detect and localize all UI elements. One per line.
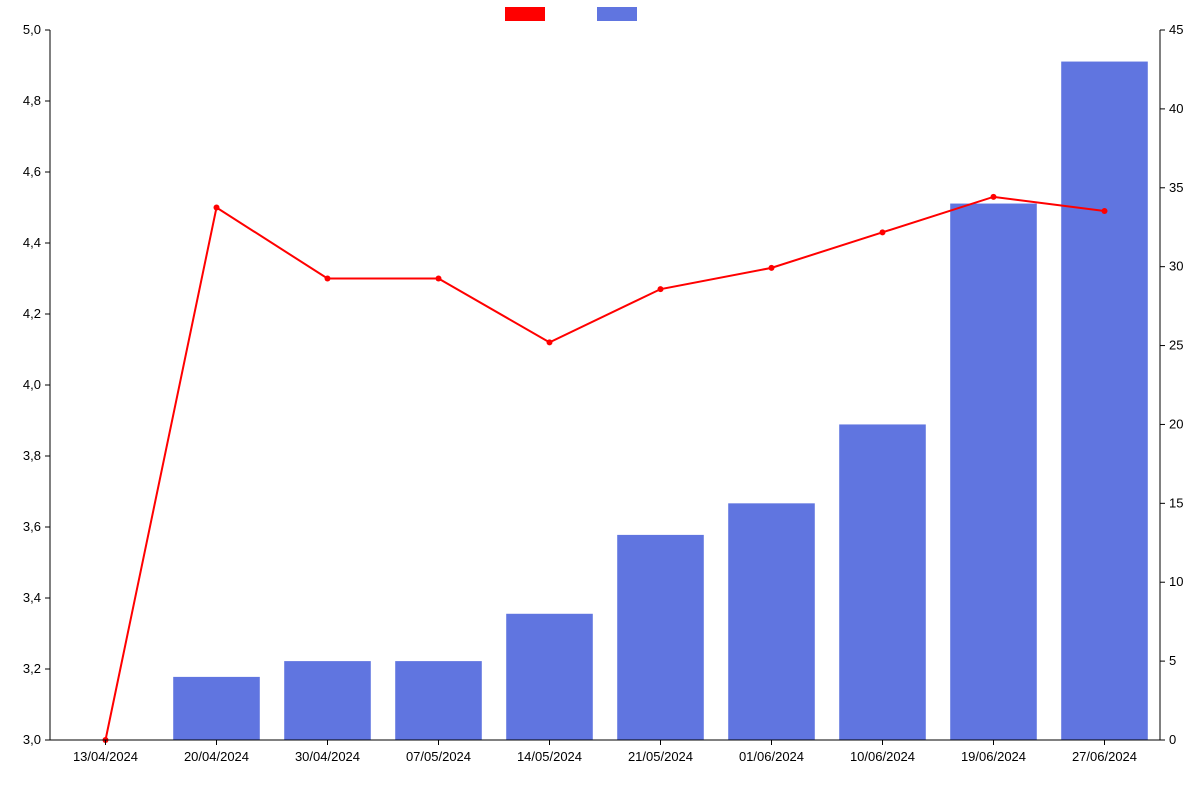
legend-swatch-line	[505, 7, 545, 21]
x-tick-label: 30/04/2024	[295, 749, 360, 764]
bar	[728, 503, 815, 740]
chart-svg: 3,0 3,2 3,4 3,6 3,8 4,0 4,2 4,4 4,6 4,8 5,0 0 5 10 15 2…	[0, 0, 1200, 800]
line-marker	[769, 265, 775, 271]
y-right-tick-label: 45	[1169, 22, 1183, 37]
y-left-tick-label: 4,2	[23, 306, 41, 321]
line-marker	[1102, 208, 1108, 214]
y-right-tick-label: 35	[1169, 180, 1183, 195]
y-left-tick-label: 4,0	[23, 377, 41, 392]
x-tick-label: 01/06/2024	[739, 749, 804, 764]
y-left-tick-label: 4,4	[23, 235, 41, 250]
y-right-tick-label: 0	[1169, 732, 1176, 747]
bar	[173, 677, 260, 740]
bar	[506, 614, 593, 740]
x-tick-label: 10/06/2024	[850, 749, 915, 764]
x-tick-label: 07/05/2024	[406, 749, 471, 764]
y-right-tick-label: 15	[1169, 495, 1183, 510]
y-right-tick-label: 20	[1169, 416, 1183, 431]
line-marker	[436, 276, 442, 282]
bar	[950, 204, 1037, 740]
y-right-tick-label: 25	[1169, 338, 1183, 353]
line-marker	[658, 286, 664, 292]
y-left-tick-label: 3,4	[23, 590, 41, 605]
x-tick-label: 21/05/2024	[628, 749, 693, 764]
x-tick-label: 20/04/2024	[184, 749, 249, 764]
y-left-tick-label: 4,6	[23, 164, 41, 179]
y-right-tick-label: 40	[1169, 101, 1183, 116]
line-marker	[880, 229, 886, 235]
y-left-tick-label: 3,6	[23, 519, 41, 534]
bar	[1061, 62, 1148, 740]
line-marker	[325, 276, 331, 282]
legend-swatch-bar	[597, 7, 637, 21]
y-left-tick-label: 3,0	[23, 732, 41, 747]
y-right-tick-label: 5	[1169, 653, 1176, 668]
y-right-tick-label: 30	[1169, 259, 1183, 274]
line-marker	[214, 205, 220, 211]
x-tick-label: 14/05/2024	[517, 749, 582, 764]
x-tick-label: 13/04/2024	[73, 749, 138, 764]
combo-chart: 3,0 3,2 3,4 3,6 3,8 4,0 4,2 4,4 4,6 4,8 5,0 0 5 10 15 2…	[0, 0, 1200, 800]
y-left-tick-label: 3,2	[23, 661, 41, 676]
y-left-tick-label: 5,0	[23, 22, 41, 37]
bar	[395, 661, 482, 740]
bar	[839, 424, 926, 740]
line-marker	[991, 194, 997, 200]
y-left-tick-label: 3,8	[23, 448, 41, 463]
x-tick-label: 19/06/2024	[961, 749, 1026, 764]
y-left-tick-label: 4,8	[23, 93, 41, 108]
line-marker	[547, 339, 553, 345]
x-tick-label: 27/06/2024	[1072, 749, 1137, 764]
bar	[617, 535, 704, 740]
bar	[284, 661, 371, 740]
y-right-tick-label: 10	[1169, 574, 1183, 589]
